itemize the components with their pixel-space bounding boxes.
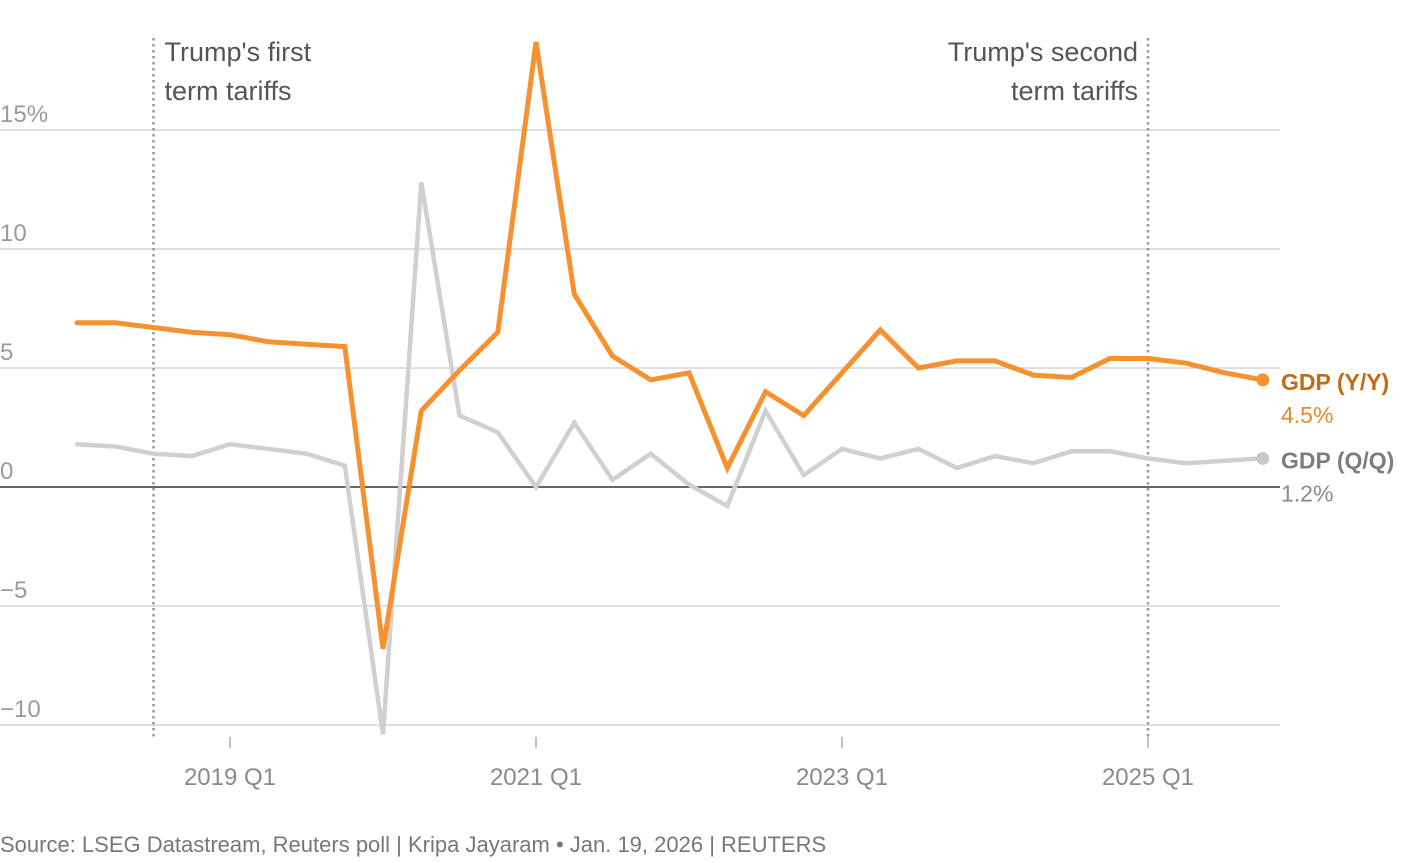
annotation-text: term tariffs	[165, 76, 292, 106]
x-tick-label: 2023 Q1	[796, 764, 888, 791]
grid-lines	[0, 129, 1280, 726]
gdp-yy-legend-label: GDP (Y/Y)	[1281, 369, 1389, 395]
gdp-yy-end-value: 4.5%	[1281, 402, 1333, 428]
tariff-annotations: Trump's first term tariffs Trump's second t…	[152, 37, 1150, 737]
gdp-yy-line	[74, 41, 1266, 650]
annotation-text: term tariffs	[1011, 76, 1138, 106]
x-tick-label: 2019 Q1	[184, 764, 276, 791]
source-note: Source: LSEG Datastream, Reuters poll | …	[0, 832, 827, 857]
y-tick-label: 15%	[0, 101, 48, 128]
annotation-text: Trump's second	[948, 37, 1138, 67]
gdp-yy-endpoint	[1256, 373, 1270, 387]
gdp-qq-end-value: 1.2%	[1281, 480, 1333, 506]
y-tick-label: 0	[0, 458, 13, 485]
y-tick-label: −10	[0, 696, 41, 723]
series-end-labels: GDP (Q/Q) 1.2% GDP (Y/Y) 4.5%	[1281, 369, 1394, 507]
y-tick-label: 10	[0, 220, 27, 247]
y-tick-label: −5	[0, 577, 27, 604]
x-tick-label: 2025 Q1	[1102, 764, 1194, 791]
y-tick-label: 5	[0, 339, 13, 366]
gdp-qq-legend-label: GDP (Q/Q)	[1281, 447, 1394, 473]
y-axis-ticks: 15% 10 5 0 −5 −10	[0, 101, 48, 723]
chart: 15% 10 5 0 −5 −10 2019 Q1 2021 Q1 2023 Q1 2025 Q…	[0, 37, 1394, 791]
gdp-qq-endpoint	[1256, 451, 1270, 465]
gdp-qq-line	[74, 182, 1266, 735]
x-axis-ticks: 2019 Q1 2021 Q1 2023 Q1 2025 Q1	[184, 737, 1194, 791]
annotation-text: Trump's first	[165, 37, 312, 67]
series-lines	[74, 41, 1270, 735]
x-tick-label: 2021 Q1	[490, 764, 582, 791]
